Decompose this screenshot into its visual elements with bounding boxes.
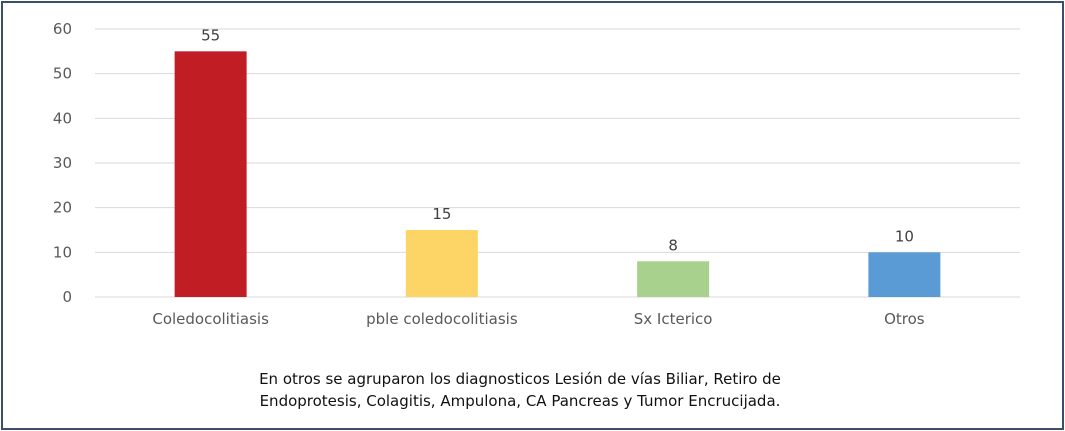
x-tick-label: Coledocolitiasis bbox=[152, 310, 269, 328]
x-tick-label: Otros bbox=[884, 310, 925, 328]
bar bbox=[868, 252, 941, 297]
data-label: 15 bbox=[432, 205, 451, 223]
bar bbox=[405, 230, 478, 297]
y-tick-label: 20 bbox=[53, 199, 72, 217]
y-tick-label: 40 bbox=[53, 109, 72, 127]
data-label: 55 bbox=[201, 26, 220, 44]
data-label: 8 bbox=[668, 236, 678, 254]
footnote-line-1: En otros se agruparon los diagnosticos L… bbox=[259, 370, 781, 388]
y-tick-label: 10 bbox=[53, 243, 72, 261]
y-tick-label: 50 bbox=[53, 65, 72, 83]
x-tick-label: pble coledocolitiasis bbox=[366, 310, 518, 328]
y-tick-label: 60 bbox=[53, 20, 72, 38]
data-label: 10 bbox=[895, 227, 914, 245]
x-tick-label: Sx Icterico bbox=[634, 310, 713, 328]
bar bbox=[174, 51, 247, 298]
y-tick-label: 0 bbox=[62, 288, 72, 306]
y-tick-label: 30 bbox=[53, 154, 72, 172]
footnote-line-2: Endoprotesis, Colagitis, Ampulona, CA Pa… bbox=[259, 392, 781, 410]
bar-chart: 0 10 20 30 40 50 60 55 Coledocolitiasis 15 pble co… bbox=[53, 20, 1020, 328]
chart-footnote: En otros se agruparon los diagnosticos L… bbox=[0, 368, 1040, 412]
bar bbox=[637, 261, 710, 297]
